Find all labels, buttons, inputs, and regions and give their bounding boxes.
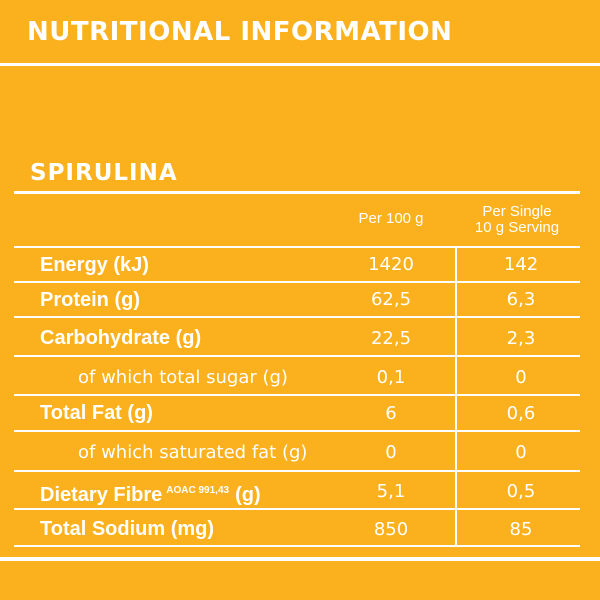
column-divider <box>455 247 457 545</box>
row-label-dietary-fibre: Dietary Fibre AOAC 991,43 (g) <box>40 479 261 507</box>
page-title: NUTRITIONAL INFORMATION <box>27 17 453 47</box>
row-divider <box>14 508 580 510</box>
cell-fibre-per-serving: 0,5 <box>506 481 536 502</box>
column-header-per-serving-line1: Per Single <box>482 203 552 220</box>
cell-sodium-per-serving: 85 <box>509 519 533 540</box>
row-label-saturated-fat: of which saturated fat (g) <box>78 442 308 463</box>
product-name: SPIRULINA <box>30 160 178 186</box>
header-divider <box>0 63 600 66</box>
row-label-energy: Energy (kJ) <box>40 254 149 276</box>
cell-protein-per-100g: 62,5 <box>370 289 412 310</box>
row-divider <box>14 316 580 318</box>
cell-energy-per-serving: 142 <box>503 254 539 275</box>
cell-saturated-fat-per-serving: 0 <box>515 442 527 463</box>
row-divider <box>14 394 580 396</box>
row-label-total-fat: Total Fat (g) <box>40 402 153 424</box>
row-label-total-sodium: Total Sodium (mg) <box>40 518 215 540</box>
cell-sugar-per-100g: 0,1 <box>376 367 406 388</box>
row-divider <box>14 281 580 283</box>
product-divider <box>14 191 580 194</box>
row-label-total-sugar: of which total sugar (g) <box>78 367 288 388</box>
cell-carbohydrate-per-serving: 2,3 <box>506 328 536 349</box>
cell-sugar-per-serving: 0 <box>515 367 527 388</box>
cell-saturated-fat-per-100g: 0 <box>385 442 397 463</box>
cell-fat-per-serving: 0,6 <box>506 403 536 424</box>
row-divider <box>14 246 580 248</box>
column-header-per-serving: Per Single 10 g Serving <box>456 204 578 236</box>
cell-carbohydrate-per-100g: 22,5 <box>370 328 412 349</box>
cell-energy-per-100g: 1420 <box>368 254 414 275</box>
footer-divider <box>0 557 600 561</box>
row-label-dietary-fibre-text: Dietary Fibre <box>40 484 163 506</box>
row-label-dietary-fibre-method: AOAC 991,43 <box>166 485 230 496</box>
cell-fat-per-100g: 6 <box>385 403 397 424</box>
row-label-dietary-fibre-unit: (g) <box>235 484 261 506</box>
cell-fibre-per-100g: 5,1 <box>376 481 406 502</box>
row-label-protein: Protein (g) <box>40 289 140 311</box>
cell-protein-per-serving: 6,3 <box>506 289 536 310</box>
row-divider <box>14 545 580 547</box>
column-header-per-serving-line2: 10 g Serving <box>474 219 560 236</box>
row-divider <box>14 355 580 357</box>
row-label-carbohydrate: Carbohydrate (g) <box>40 327 202 349</box>
column-header-per-100g: Per 100 g <box>358 210 424 227</box>
cell-sodium-per-100g: 850 <box>373 519 409 540</box>
row-divider <box>14 430 580 432</box>
row-divider <box>14 470 580 472</box>
